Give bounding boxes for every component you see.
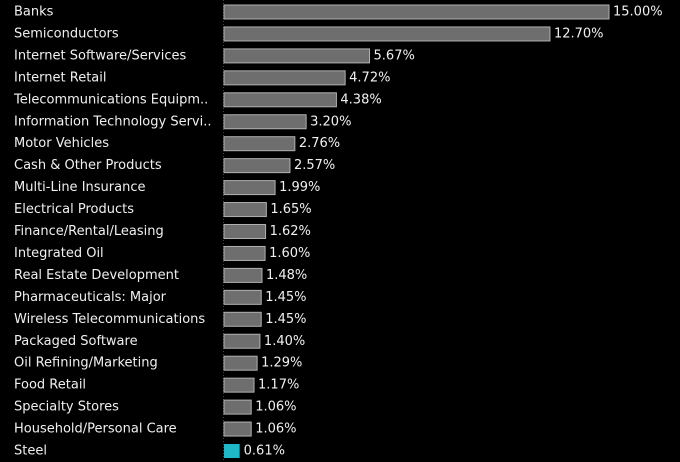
category-label: Integrated Oil xyxy=(14,246,104,261)
category-label: Semiconductors xyxy=(14,26,119,41)
bar xyxy=(223,202,267,218)
category-label: Oil Refining/Marketing xyxy=(14,356,158,371)
value-label: 0.61% xyxy=(244,444,285,459)
bar xyxy=(223,421,252,437)
bar xyxy=(223,4,610,20)
value-label: 2.57% xyxy=(294,158,335,173)
category-label: Motor Vehicles xyxy=(14,136,109,151)
bar xyxy=(223,158,291,174)
bar xyxy=(223,180,276,196)
category-label: Real Estate Development xyxy=(14,268,179,283)
category-label: Telecommunications Equipm.. xyxy=(13,92,208,107)
category-label: Information Technology Servi.. xyxy=(14,114,212,129)
category-label: Food Retail xyxy=(14,378,86,393)
category-label: Pharmaceuticals: Major xyxy=(14,290,167,305)
bar xyxy=(223,355,258,371)
value-label: 1.45% xyxy=(265,312,306,327)
value-label: 1.06% xyxy=(255,422,296,437)
category-label: Cash & Other Products xyxy=(14,158,162,173)
bar xyxy=(223,377,255,393)
bar xyxy=(223,267,263,283)
category-label: Electrical Products xyxy=(14,202,134,217)
bar xyxy=(223,224,267,239)
value-label: 2.76% xyxy=(299,136,340,151)
category-label: Household/Personal Care xyxy=(14,422,177,437)
category-label: Multi-Line Insurance xyxy=(14,180,145,195)
bar xyxy=(223,136,296,152)
category-label: Steel xyxy=(14,444,47,459)
value-label: 1.17% xyxy=(258,378,299,393)
bar xyxy=(223,114,307,130)
category-label: Specialty Stores xyxy=(14,400,119,415)
value-label: 15.00% xyxy=(613,5,663,20)
category-label: Wireless Telecommunications xyxy=(14,312,205,327)
value-label: 3.20% xyxy=(310,114,351,129)
value-label: 1.40% xyxy=(264,334,305,349)
value-label: 1.48% xyxy=(266,268,307,283)
category-label: Finance/Rental/Leasing xyxy=(14,224,164,239)
value-label: 1.06% xyxy=(255,400,296,415)
bar xyxy=(223,289,262,305)
value-label: 4.38% xyxy=(340,92,381,107)
bar xyxy=(224,444,240,458)
bar xyxy=(223,333,261,349)
bar xyxy=(223,245,266,261)
bar xyxy=(223,26,551,42)
value-label: 4.72% xyxy=(349,70,390,85)
value-label: 1.29% xyxy=(261,356,302,371)
bar xyxy=(223,92,337,108)
value-label: 1.99% xyxy=(279,180,320,195)
value-label: 12.70% xyxy=(554,26,604,41)
category-label: Banks xyxy=(14,5,54,20)
bar xyxy=(223,399,252,415)
bar xyxy=(223,311,262,327)
value-label: 1.60% xyxy=(269,246,310,261)
category-label: Internet Retail xyxy=(14,70,107,85)
value-label: 1.65% xyxy=(270,202,311,217)
category-label: Packaged Software xyxy=(14,334,138,349)
value-label: 1.62% xyxy=(270,224,311,239)
value-label: 5.67% xyxy=(374,48,415,63)
bar xyxy=(223,70,346,86)
value-label: 1.45% xyxy=(265,290,306,305)
bar xyxy=(223,48,371,64)
category-label: Internet Software/Services xyxy=(14,48,186,63)
